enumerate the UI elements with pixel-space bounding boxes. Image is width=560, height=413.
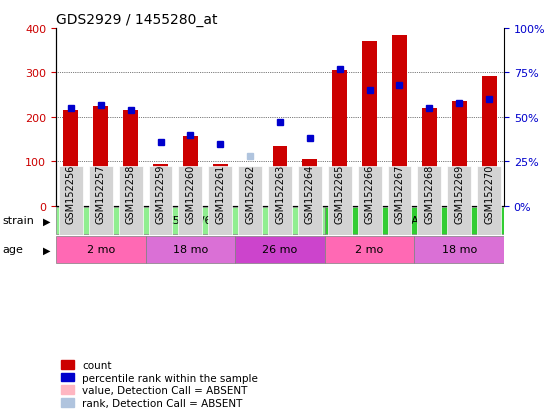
FancyBboxPatch shape [119,167,143,235]
FancyBboxPatch shape [414,237,504,263]
Text: GSM152268: GSM152268 [424,164,435,223]
Bar [392,36,407,207]
Text: GSM152267: GSM152267 [394,164,404,223]
FancyBboxPatch shape [447,167,471,235]
FancyBboxPatch shape [238,167,262,235]
Text: DBA/2J: DBA/2J [395,216,433,226]
Text: GSM152257: GSM152257 [96,164,106,223]
Text: GSM152259: GSM152259 [156,164,166,223]
Bar [213,164,228,206]
Text: GSM152261: GSM152261 [215,164,225,223]
FancyBboxPatch shape [59,167,83,235]
Text: GSM152256: GSM152256 [66,164,76,223]
Bar [273,147,287,206]
Text: 18 mo: 18 mo [442,245,477,255]
Bar [482,77,497,206]
Text: 2 mo: 2 mo [87,245,115,255]
Text: GSM152263: GSM152263 [275,164,285,223]
Text: GSM152265: GSM152265 [335,164,345,223]
Bar [332,71,347,206]
FancyBboxPatch shape [477,167,501,235]
FancyBboxPatch shape [325,237,414,263]
FancyBboxPatch shape [235,237,325,263]
FancyBboxPatch shape [179,167,202,235]
FancyBboxPatch shape [268,167,292,235]
Bar [94,107,108,206]
Text: GSM152266: GSM152266 [365,164,375,223]
Text: ▶: ▶ [43,216,50,226]
Text: C57BL/6J: C57BL/6J [166,216,215,226]
FancyBboxPatch shape [298,167,322,235]
Text: GSM152264: GSM152264 [305,164,315,223]
Text: 18 mo: 18 mo [173,245,208,255]
FancyBboxPatch shape [388,167,412,235]
Text: GSM152258: GSM152258 [125,164,136,223]
Text: GSM152260: GSM152260 [185,164,195,223]
Text: GSM152270: GSM152270 [484,164,494,223]
Bar [242,169,258,206]
Text: ▶: ▶ [43,245,50,255]
Bar [302,160,318,206]
FancyBboxPatch shape [146,237,235,263]
Bar [63,111,78,206]
Text: 26 mo: 26 mo [263,245,297,255]
FancyBboxPatch shape [328,167,352,235]
Legend: count, percentile rank within the sample, value, Detection Call = ABSENT, rank, : count, percentile rank within the sample… [61,360,258,408]
FancyBboxPatch shape [148,167,172,235]
Bar [123,111,138,206]
FancyBboxPatch shape [208,167,232,235]
Bar [452,101,466,206]
Bar [153,164,168,206]
Bar [362,42,377,206]
Text: strain: strain [3,216,35,226]
Text: 2 mo: 2 mo [356,245,384,255]
Text: GSM152262: GSM152262 [245,164,255,223]
FancyBboxPatch shape [56,237,146,263]
FancyBboxPatch shape [89,167,113,235]
FancyBboxPatch shape [358,167,381,235]
Bar [183,137,198,206]
Text: GDS2929 / 1455280_at: GDS2929 / 1455280_at [56,12,217,26]
Text: age: age [3,245,24,255]
FancyBboxPatch shape [56,208,325,234]
FancyBboxPatch shape [417,167,441,235]
Bar [422,109,437,206]
FancyBboxPatch shape [325,208,504,234]
Text: GSM152269: GSM152269 [454,164,464,223]
